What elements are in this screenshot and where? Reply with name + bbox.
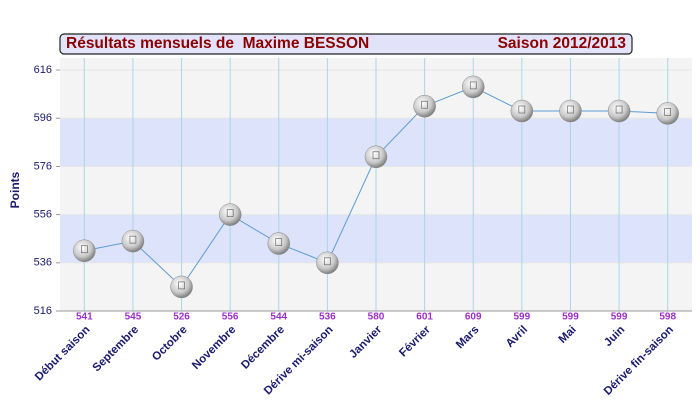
point-icon xyxy=(129,235,137,244)
point-icon xyxy=(421,100,428,109)
point-icon xyxy=(178,281,185,290)
data-point xyxy=(559,99,582,123)
data-point xyxy=(121,229,145,253)
y-axis-label: Points xyxy=(8,171,22,208)
value-label: 526 xyxy=(173,312,190,323)
x-tick-label: Mai xyxy=(557,324,579,346)
value-label: 556 xyxy=(222,312,239,323)
data-point xyxy=(170,275,193,299)
value-label: 544 xyxy=(270,312,287,323)
value-label: 536 xyxy=(319,312,336,323)
point-icon xyxy=(226,209,234,217)
value-label: 541 xyxy=(76,312,93,323)
data-point xyxy=(364,145,388,169)
data-point xyxy=(607,99,631,123)
x-tick-label: Début saison xyxy=(33,324,93,384)
y-tick-label: 556 xyxy=(34,209,52,221)
value-label: 598 xyxy=(659,312,676,323)
data-point xyxy=(267,232,291,255)
point-icon xyxy=(518,105,526,114)
x-tick-label: Octobre xyxy=(150,324,190,364)
point-icon xyxy=(469,81,477,90)
value-label: 599 xyxy=(514,312,531,323)
y-tick-label: 616 xyxy=(34,64,52,76)
data-point xyxy=(413,94,436,118)
point-icon xyxy=(372,151,380,160)
x-tick-label: Septembre xyxy=(91,324,142,375)
value-label: 609 xyxy=(465,312,482,323)
y-tick-label: 536 xyxy=(34,257,52,269)
x-tick-label: Décembre xyxy=(239,324,287,372)
point-icon xyxy=(324,257,331,266)
chart-title: Résultats mensuels de Maxime BESSON xyxy=(66,35,369,52)
value-label: 545 xyxy=(125,312,142,323)
y-tick-label: 596 xyxy=(34,112,52,124)
point-icon xyxy=(81,245,88,254)
data-point xyxy=(656,102,679,125)
x-tick-label: Novembre xyxy=(190,324,238,372)
y-tick-label: 516 xyxy=(34,305,52,317)
chart-subtitle: Saison 2012/2013 xyxy=(498,35,627,52)
point-icon xyxy=(567,105,574,114)
x-tick-label: Février xyxy=(397,323,433,359)
data-point xyxy=(218,203,242,226)
x-tick-label: Juin xyxy=(602,324,627,349)
x-tick-label: Janvier xyxy=(347,323,384,360)
y-tick-label: 576 xyxy=(34,160,52,172)
x-tick-label: Mars xyxy=(454,324,481,351)
point-icon xyxy=(615,105,623,114)
value-label: 601 xyxy=(416,312,433,323)
data-point xyxy=(316,251,339,275)
point-icon xyxy=(664,108,671,116)
value-label: 599 xyxy=(611,312,628,323)
data-point xyxy=(461,75,485,99)
data-point xyxy=(73,239,96,263)
data-point xyxy=(510,99,534,123)
value-label: 599 xyxy=(562,312,579,323)
x-tick-label: Avril xyxy=(504,324,530,350)
title-box xyxy=(59,33,633,55)
point-icon xyxy=(275,238,283,246)
value-label: 580 xyxy=(368,312,385,323)
